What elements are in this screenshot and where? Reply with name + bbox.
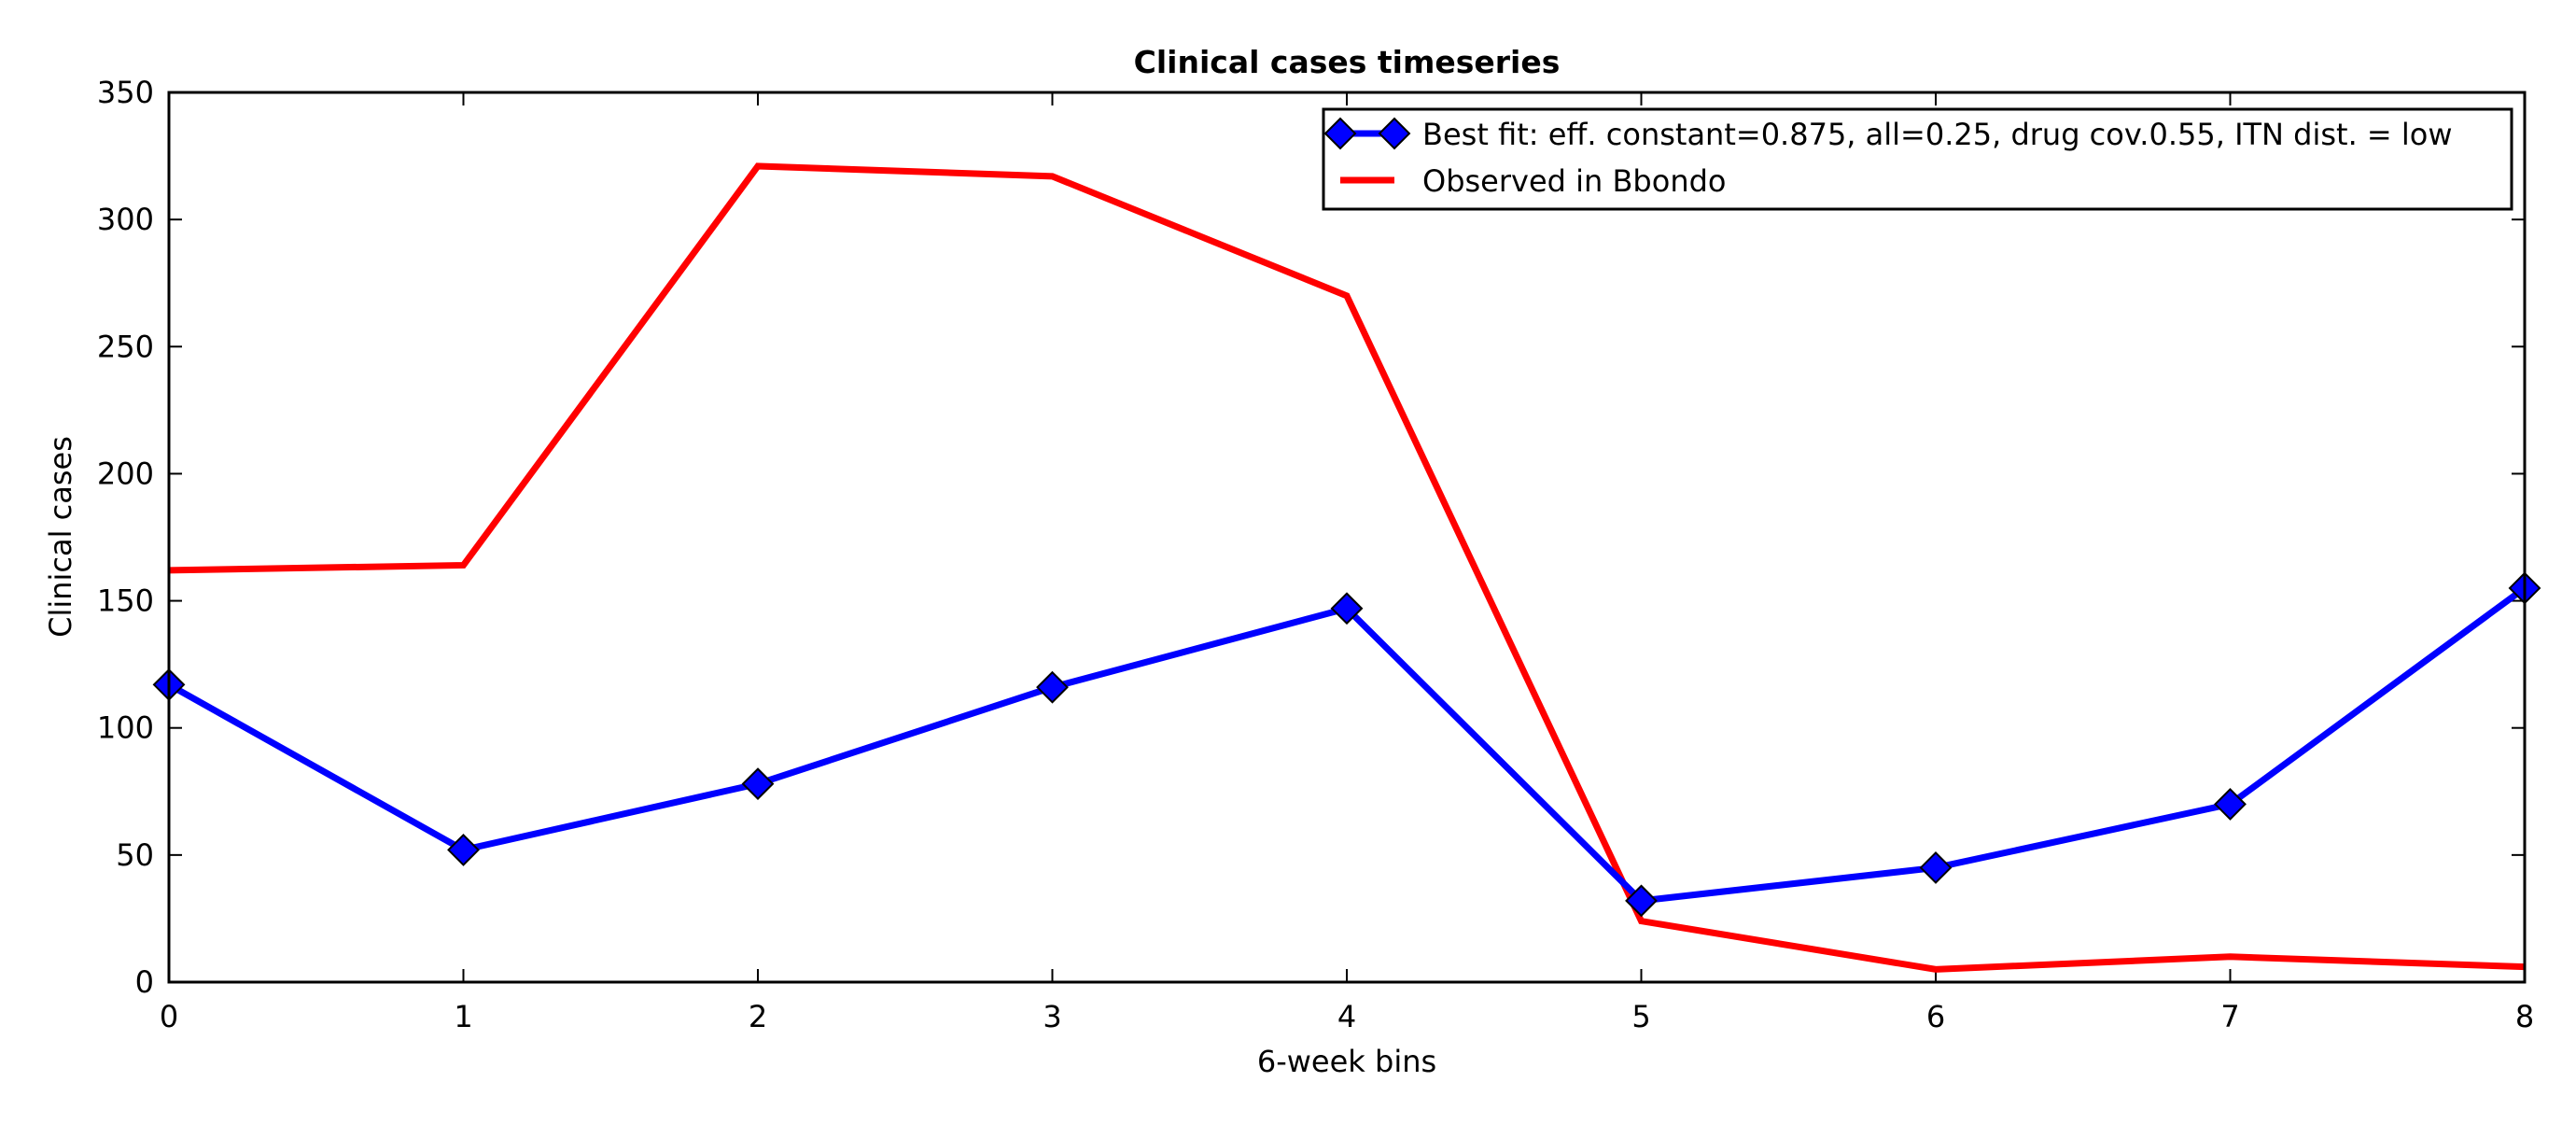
legend: Best fit: eff. constant=0.875, all=0.25,…: [1322, 107, 2513, 211]
legend-swatches: [1323, 117, 1411, 184]
series-line-observed: [168, 162, 2526, 973]
data-point-best-fit: [2214, 787, 2247, 821]
data-point-best-fit: [1330, 592, 1364, 625]
x-tick-label: 8: [2515, 999, 2534, 1034]
data-point-best-fit: [1625, 884, 1658, 918]
x-tick-label: 3: [1043, 999, 1061, 1034]
y-tick-label: 100: [97, 710, 154, 746]
x-tick-label: 5: [1631, 999, 1650, 1034]
chart-title: Clinical cases timeseries: [1134, 44, 1561, 80]
x-tick-label: 7: [2220, 999, 2239, 1034]
x-axis-label: 6-week bins: [1257, 1044, 1436, 1079]
legend-marker-best-fit: [1378, 117, 1411, 150]
legend-label-best-fit: Best fit: eff. constant=0.875, all=0.25,…: [1422, 117, 2453, 152]
data-point-best-fit: [1036, 670, 1069, 704]
legend-box: [1322, 107, 2513, 211]
y-tick-label: 250: [97, 329, 154, 364]
data-point-best-fit: [1919, 851, 1953, 884]
y-axis-label: Clinical cases: [43, 436, 78, 638]
x-tick-label: 1: [454, 999, 472, 1034]
x-axis-ticks: 0 1 2 3 4 5 6 7 8: [160, 92, 2534, 1034]
legend-label-observed: Observed in Bbondo: [1422, 163, 1726, 199]
y-axis-ticks: 0 50 100 150 200 250 300 350: [97, 75, 2525, 1000]
x-tick-label: 6: [1926, 999, 1945, 1034]
y-tick-label: 0: [135, 964, 154, 1000]
y-tick-label: 350: [97, 75, 154, 110]
x-tick-label: 2: [749, 999, 767, 1034]
data-point-best-fit: [447, 833, 480, 866]
y-tick-label: 150: [97, 583, 154, 619]
legend-marker-best-fit: [1323, 117, 1357, 150]
plot-frame: [167, 91, 2527, 984]
y-tick-label: 50: [116, 837, 154, 873]
data-point-best-fit: [741, 767, 775, 801]
x-tick-label: 4: [1337, 999, 1356, 1034]
y-tick-label: 200: [97, 456, 154, 491]
y-tick-label: 300: [97, 202, 154, 237]
x-tick-label: 0: [160, 999, 178, 1034]
